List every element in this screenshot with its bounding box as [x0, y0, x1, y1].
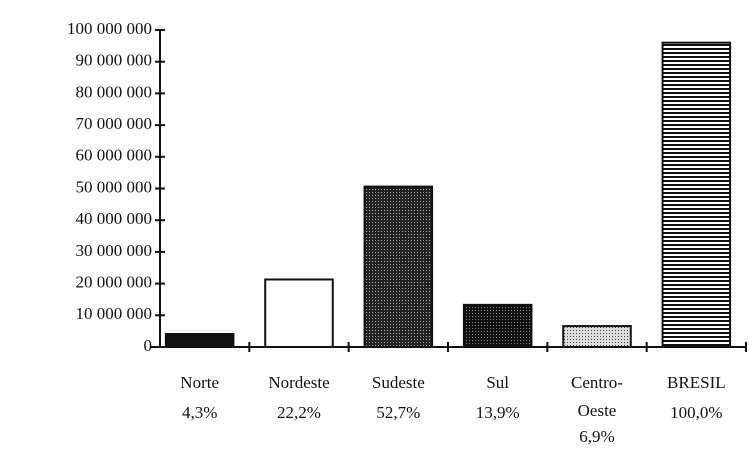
share-label: 4,3%	[182, 403, 217, 422]
x-tick-label: Nordeste	[268, 373, 329, 392]
bar	[562, 325, 632, 349]
share-label: 6,9%	[579, 427, 614, 446]
x-tick-label: Sudeste	[372, 373, 425, 392]
y-tick-label: 30 000 000	[76, 241, 153, 260]
y-tick-label: 40 000 000	[76, 209, 153, 228]
y-tick-label: 0	[144, 336, 153, 355]
y-tick-label: 10 000 000	[76, 304, 153, 323]
bar	[462, 303, 533, 348]
bar	[661, 41, 732, 349]
share-label: 100,0%	[670, 403, 722, 422]
bar	[363, 185, 434, 348]
y-tick-label: 20 000 000	[76, 273, 153, 292]
y-tick-label: 80 000 000	[76, 82, 153, 101]
share-label: 13,9%	[476, 403, 520, 422]
x-tick-label: Oeste	[578, 401, 617, 420]
x-tick-label: Sul	[486, 373, 509, 392]
y-tick-label: 70 000 000	[76, 114, 153, 133]
y-tick-label: 60 000 000	[76, 146, 153, 165]
y-tick-label: 90 000 000	[76, 51, 153, 70]
bar	[164, 333, 235, 348]
x-tick-label: BRESIL	[667, 373, 726, 392]
y-tick-label: 50 000 000	[76, 177, 153, 196]
share-label: 22,2%	[277, 403, 321, 422]
share-label: 52,7%	[376, 403, 420, 422]
x-tick-label: Norte	[180, 373, 219, 392]
y-tick-label: 100 000 000	[67, 19, 152, 38]
x-tick-label: Centro-	[571, 373, 623, 392]
bar	[264, 278, 334, 349]
